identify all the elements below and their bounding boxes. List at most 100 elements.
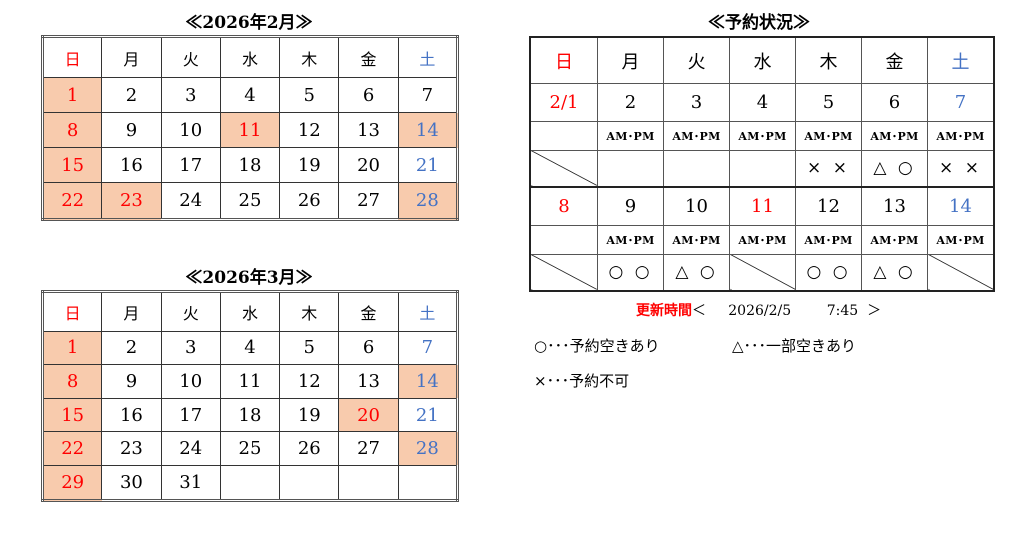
slot-label: AM･PM	[861, 120, 928, 151]
status-row: ○ ○ △ ○ ○ ○ △ ○	[529, 253, 995, 292]
day-cell: 1	[41, 330, 103, 366]
week-row: 8 9 10 11 12 13 14	[41, 112, 459, 149]
day-cell: 3	[160, 330, 221, 366]
weekday-header: 火	[663, 36, 730, 85]
weekday-header-row: 日月火水木金土	[41, 291, 459, 332]
day-cell: 13	[338, 112, 399, 149]
date-cell: 6	[861, 83, 928, 122]
day-cell: 23	[101, 431, 162, 466]
weekday-header: 月	[101, 35, 162, 79]
day-cell: 16	[101, 397, 162, 433]
day-cell: 19	[279, 147, 340, 184]
date-cell: 11	[729, 185, 796, 226]
day-cell: 1	[41, 77, 103, 114]
day-cell: 9	[101, 112, 162, 149]
day-cell: 4	[219, 77, 281, 114]
weekday-header: 火	[160, 35, 221, 79]
slot-label: AM･PM	[795, 224, 862, 255]
feb-calendar: 日月火水木金土 1 2 3 4 5 6 7 8 9 10 11 12 13 14 15 16 17 18 19 20 21…	[41, 35, 459, 221]
mar-calendar-title: ≪2026年3月≫	[185, 268, 313, 288]
day-cell: 11	[219, 112, 281, 149]
status-cell	[663, 149, 730, 188]
update-date: 2026/2/5	[728, 303, 792, 319]
day-cell: 7	[397, 77, 459, 114]
day-cell: 20	[338, 147, 399, 184]
legend-unavailable: ×･･･予約不可	[534, 372, 630, 390]
day-cell: 13	[338, 364, 399, 399]
status-row: × × △ ○ × ×	[529, 149, 995, 188]
day-cell: 22	[41, 431, 103, 466]
weekday-header: 土	[397, 291, 459, 332]
day-cell: 3	[160, 77, 221, 114]
weekday-header: 火	[160, 291, 221, 332]
status-cell: × ×	[795, 149, 862, 188]
weekday-header: 日	[41, 35, 103, 79]
weekday-header: 木	[795, 36, 862, 85]
date-cell: 12	[795, 185, 862, 226]
unavailable-slash-cell	[529, 149, 598, 188]
bracket-close: ＞	[867, 303, 882, 319]
day-cell	[397, 464, 459, 502]
unavailable-slash-cell	[729, 253, 796, 292]
status-cell: ○ ○	[597, 253, 664, 292]
weekday-header: 土	[927, 36, 995, 85]
day-cell	[279, 464, 340, 502]
date-cell: 9	[597, 185, 664, 226]
day-cell: 21	[397, 397, 459, 433]
week-row: 29 30 31	[41, 464, 459, 502]
reservation-table: 日月火水木金土 2/1 2 3 4 5 6 7 AM･PM AM･PM AM･PM AM･PM AM･P…	[529, 36, 995, 292]
week-row: 22 23 24 25 26 27 28	[41, 431, 459, 466]
day-cell: 14	[397, 364, 459, 399]
day-cell: 21	[397, 147, 459, 184]
day-cell: 23	[101, 182, 162, 220]
day-cell: 5	[279, 330, 340, 366]
day-cell: 6	[338, 77, 399, 114]
slot-label: AM･PM	[663, 120, 730, 151]
weekday-header: 水	[219, 35, 281, 79]
day-cell: 15	[41, 147, 103, 184]
weekday-header: 月	[101, 291, 162, 332]
date-row: 8 9 10 11 12 13 14	[529, 185, 995, 226]
update-label: 更新時間	[636, 303, 692, 319]
status-cell: × ×	[927, 149, 995, 188]
day-cell: 28	[397, 431, 459, 466]
update-time: 更新時間＜ 2026/2/5 7:45 ＞	[636, 300, 881, 320]
day-cell: 20	[338, 397, 399, 433]
day-cell: 15	[41, 397, 103, 433]
weekday-header: 金	[338, 291, 399, 332]
day-cell	[338, 464, 399, 502]
slot-label: AM･PM	[795, 120, 862, 151]
slot-row: AM･PM AM･PM AM･PM AM･PM AM･PM AM･PM	[529, 120, 995, 151]
mar-calendar: 日月火水木金土 1 2 3 4 5 6 7 8 9 10 11 12 13 14 15 16 17 18 19 20 21…	[41, 290, 459, 502]
legend-partial: △･･･一部空きあり	[732, 337, 857, 355]
day-cell: 7	[397, 330, 459, 366]
day-cell: 10	[160, 364, 221, 399]
slot-label: AM･PM	[927, 224, 995, 255]
day-cell: 26	[279, 431, 340, 466]
slot-label: AM･PM	[663, 224, 730, 255]
day-cell: 28	[397, 182, 459, 220]
date-cell: 5	[795, 83, 862, 122]
day-cell: 6	[338, 330, 399, 366]
date-cell: 14	[927, 185, 995, 226]
weekday-header: 金	[338, 35, 399, 79]
date-cell: 3	[663, 83, 730, 122]
weekday-header-row: 日月火水木金土	[41, 35, 459, 79]
day-cell: 18	[219, 147, 281, 184]
day-cell: 10	[160, 112, 221, 149]
slot-label: AM･PM	[729, 224, 796, 255]
reservation-title: ≪予約状況≫	[708, 13, 810, 33]
day-cell: 5	[279, 77, 340, 114]
weekday-header: 木	[279, 35, 340, 79]
day-cell: 16	[101, 147, 162, 184]
slot-label: AM･PM	[927, 120, 995, 151]
slot-label	[529, 224, 598, 255]
unavailable-slash-cell	[927, 253, 995, 292]
weekday-header: 水	[729, 36, 796, 85]
week-row: 15 16 17 18 19 20 21	[41, 397, 459, 433]
day-cell: 12	[279, 112, 340, 149]
day-cell: 25	[219, 182, 281, 220]
weekday-header: 水	[219, 291, 281, 332]
day-cell: 24	[160, 431, 221, 466]
status-cell	[597, 149, 664, 188]
